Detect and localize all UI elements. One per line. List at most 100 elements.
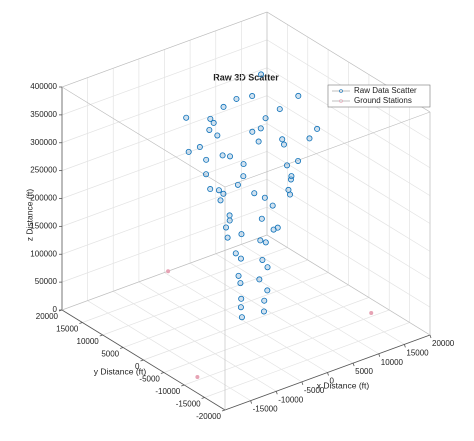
data-point [219,152,226,159]
x-tick-label: -15000 [253,405,278,414]
data-point [185,148,192,155]
z-tick-label: 350000 [30,110,57,119]
grid-line [61,206,431,308]
data-point [226,212,233,219]
data-point [233,95,240,102]
y-tick-label: 20000 [36,312,59,321]
data-point [214,132,221,139]
data-point [258,71,265,78]
legend-marker [339,99,343,103]
grid-line [164,49,328,373]
y-tick-label: 5000 [101,350,119,359]
x-tick-label: -10000 [278,395,303,404]
data-point [226,217,233,224]
y-tick-label: -10000 [155,387,180,396]
data-point [285,186,292,193]
data-point [196,144,203,151]
data-point [249,93,256,100]
z-tick-label: 0 [53,305,58,314]
box-edge [61,234,268,311]
data-point [295,157,302,164]
data-point [261,297,268,304]
tick-mark [327,372,329,376]
y-tick-label: -15000 [176,400,201,409]
data-point [203,156,210,163]
z-tick-label: 50000 [35,277,58,286]
data-point [240,161,247,168]
data-point [264,264,271,271]
tick-mark [275,391,278,395]
z-tick-label: 150000 [30,221,57,230]
y-tick-label: 15000 [56,325,79,334]
box-edge [61,11,268,88]
tick-mark [429,334,432,339]
x-tick-label: 20000 [432,339,455,348]
data-point [262,115,269,122]
data-point [237,255,244,262]
data-point [270,226,277,233]
legend-label: Raw Data Scatter [354,86,417,95]
x-axis-label: x Distance (ft) [317,380,370,390]
data-point [258,215,265,222]
grid-line [61,67,431,169]
data-point [232,250,239,257]
data-point [260,308,267,315]
box-edge [61,86,226,188]
data-point [210,119,217,126]
data-point [240,173,247,180]
grid-line [61,95,431,196]
data-point [223,224,230,231]
grid-line [204,99,410,398]
data-point [207,186,214,193]
tick-mark [352,362,355,367]
tick-mark [119,347,124,349]
grid-line [143,62,349,361]
tick-mark [403,344,406,348]
grid-line [112,68,277,392]
box-edge [266,234,431,336]
data-point [217,197,224,204]
legend-marker [339,89,343,93]
data-point [237,280,244,287]
data-point [215,187,222,194]
data-point [237,304,244,311]
data-point [207,115,214,122]
grid-line [61,178,431,280]
tick-mark [221,409,226,412]
data-point [269,202,276,209]
y-tick-label: -20000 [196,412,221,421]
tick-mark [181,384,185,387]
grid-line [61,150,431,252]
data-point [369,310,374,315]
x-tick-label: 10000 [381,358,404,367]
z-tick-label: 200000 [30,194,57,203]
data-point [227,153,234,160]
data-point [251,190,258,197]
data-point [238,314,245,321]
grid-line [61,123,431,224]
grid-line [184,87,390,386]
data-point [195,374,200,379]
data-point [257,125,264,132]
tick-mark [99,334,103,337]
tick-mark [58,309,63,312]
data-point [235,272,242,279]
data-point [255,138,262,145]
x-tick-label: 0 [330,377,335,386]
data-point [283,162,290,169]
data-point [249,128,256,135]
y-tick-label: 0 [135,362,140,371]
data-point [166,269,171,274]
data-point [306,135,313,142]
data-point [238,295,245,302]
x-tick-label: 15000 [406,348,429,357]
data-point [280,141,287,148]
data-point [224,234,231,241]
data-point [276,106,283,113]
y-axis-label: y Distance (ft) [94,366,147,376]
data-point [203,171,210,178]
y-tick-label: 10000 [77,337,100,346]
tick-mark [160,372,165,374]
